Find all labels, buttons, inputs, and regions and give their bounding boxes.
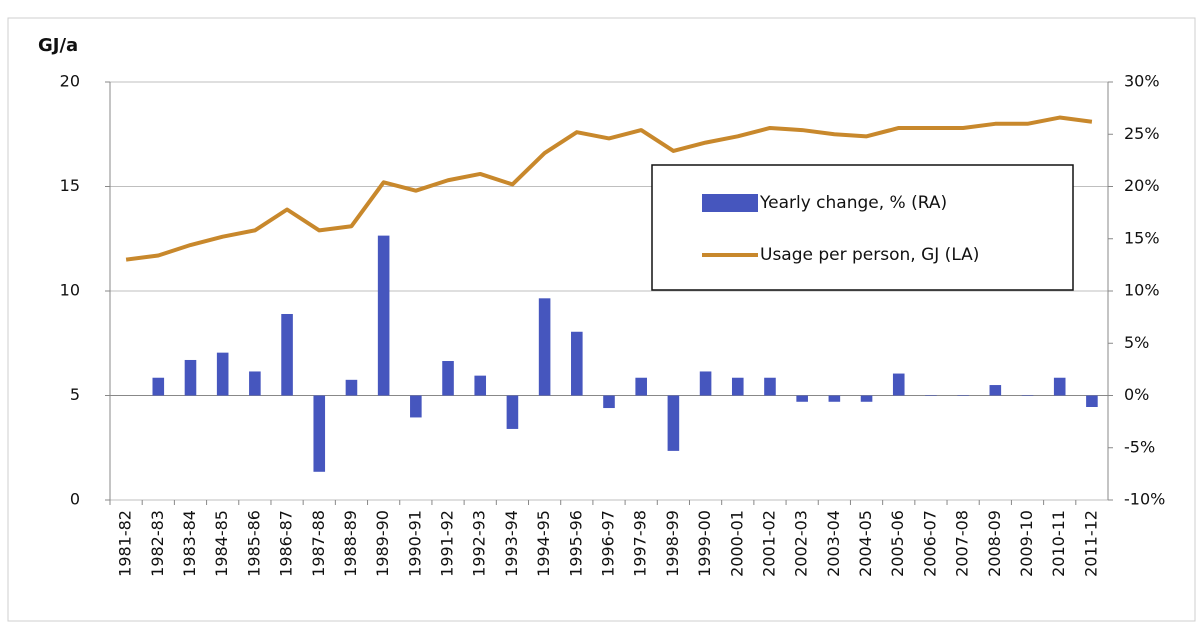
bar bbox=[442, 361, 454, 396]
y-tick-label: 5 bbox=[70, 385, 80, 404]
bar bbox=[377, 235, 390, 396]
legend-swatch bbox=[702, 194, 758, 212]
bar bbox=[828, 395, 841, 402]
x-tick-label: 1986-87 bbox=[277, 510, 296, 577]
x-tick-label: 2002-03 bbox=[792, 510, 811, 577]
y-tick-label: 10 bbox=[60, 281, 80, 300]
bar bbox=[571, 331, 583, 396]
x-tick-label: 1987-88 bbox=[309, 510, 328, 577]
bar bbox=[249, 371, 261, 396]
line bbox=[125, 115, 1093, 262]
x-tick-label: 2006-07 bbox=[920, 510, 939, 577]
x-tick-label: 1984-85 bbox=[212, 510, 231, 577]
x-tick-label: 1997-98 bbox=[631, 510, 650, 577]
x-tick-label: 2009-10 bbox=[1017, 510, 1036, 577]
x-tick-label: 1985-86 bbox=[244, 510, 263, 577]
x-tick-label: 2007-08 bbox=[953, 510, 972, 577]
legend-label: Usage per person, GJ (LA) bbox=[760, 245, 979, 265]
x-tick-label: 1991-92 bbox=[438, 510, 457, 577]
bar bbox=[506, 395, 519, 429]
y2-tick-label: 30% bbox=[1124, 72, 1160, 91]
bar bbox=[410, 395, 422, 418]
x-tick-label: 1999-00 bbox=[695, 510, 714, 577]
bar bbox=[925, 395, 937, 396]
bar bbox=[313, 395, 326, 472]
bar bbox=[796, 395, 808, 402]
y2-tick-label: 15% bbox=[1124, 228, 1160, 247]
x-tick-label: 2005-06 bbox=[888, 510, 907, 577]
y-axis-label: GJ/a bbox=[38, 35, 78, 56]
bar bbox=[1086, 395, 1098, 407]
bar bbox=[474, 375, 487, 396]
x-tick-label: 1993-94 bbox=[502, 510, 521, 577]
y-tick-label: 0 bbox=[70, 490, 80, 509]
bar bbox=[345, 379, 358, 396]
bar bbox=[184, 359, 197, 396]
x-tick-label: 2008-09 bbox=[985, 510, 1004, 577]
bar bbox=[699, 371, 712, 396]
y2-tick-label: 20% bbox=[1124, 176, 1160, 195]
x-tick-label: 1982-83 bbox=[148, 510, 167, 577]
x-tick-label: 2010-11 bbox=[1049, 510, 1068, 577]
y2-tick-label: -10% bbox=[1124, 490, 1165, 509]
y2-tick-label: 25% bbox=[1124, 124, 1160, 143]
bar bbox=[603, 395, 615, 409]
bar bbox=[957, 395, 969, 396]
bar bbox=[667, 395, 680, 451]
x-tick-label: 2011-12 bbox=[1081, 510, 1100, 577]
legend-label: Yearly change, % (RA) bbox=[759, 193, 947, 213]
x-tick-label: 2004-05 bbox=[856, 510, 875, 577]
x-tick-label: 2001-02 bbox=[759, 510, 778, 577]
bar bbox=[731, 377, 744, 396]
y2-tick-label: 0% bbox=[1124, 385, 1149, 404]
bar bbox=[281, 313, 293, 396]
x-tick-label: 2003-04 bbox=[824, 510, 843, 577]
bar bbox=[1053, 377, 1066, 396]
bar bbox=[216, 352, 229, 396]
x-tick-label: 1983-84 bbox=[180, 510, 199, 577]
y2-tick-label: 5% bbox=[1124, 333, 1149, 352]
bar bbox=[892, 373, 905, 396]
bar bbox=[989, 385, 1002, 396]
x-tick-label: 1981-82 bbox=[116, 510, 135, 577]
x-tick-label: 1992-93 bbox=[470, 510, 489, 577]
bar bbox=[538, 298, 551, 396]
x-tick-label: 1990-91 bbox=[405, 510, 424, 577]
x-tick-label: 1995-96 bbox=[566, 510, 585, 577]
y-tick-label: 15 bbox=[60, 176, 80, 195]
bar bbox=[860, 395, 873, 402]
x-tick-label: 1998-99 bbox=[663, 510, 682, 577]
bar bbox=[764, 377, 776, 396]
x-tick-label: 2000-01 bbox=[727, 510, 746, 577]
legend-box bbox=[651, 164, 1074, 291]
x-tick-label: 1994-95 bbox=[534, 510, 553, 577]
y2-tick-label: -5% bbox=[1124, 437, 1155, 456]
x-tick-label: 1988-89 bbox=[341, 510, 360, 577]
x-tick-label: 1989-90 bbox=[373, 510, 392, 577]
y2-tick-label: 10% bbox=[1124, 281, 1160, 300]
bar bbox=[152, 377, 165, 396]
chart-frame bbox=[7, 17, 1196, 622]
bar bbox=[1021, 395, 1034, 396]
x-tick-label: 1996-97 bbox=[599, 510, 618, 577]
bar bbox=[635, 377, 647, 396]
y-tick-label: 20 bbox=[60, 72, 80, 91]
